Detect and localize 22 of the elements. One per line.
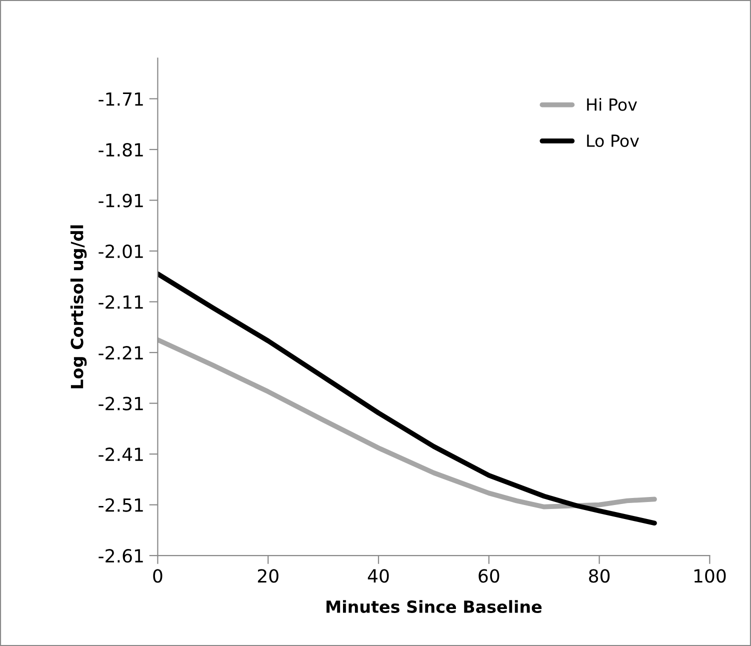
x-tick-label: 40: [368, 569, 389, 583]
line-series: [158, 337, 657, 510]
x-tick-label: 100: [694, 569, 726, 583]
x-tick-label: 60: [478, 569, 500, 583]
y-tick-label: -2.21: [98, 346, 143, 360]
x-tick-label: 80: [589, 569, 610, 583]
legend-label: Lo Pov: [587, 134, 639, 148]
y-tick-label: -2.41: [98, 448, 143, 461]
y-tick-label: -2.61: [98, 549, 143, 563]
y-tick-label: -2.01: [98, 244, 143, 258]
x-tick-label: 20: [258, 569, 278, 583]
y-axis-title: Log Cortisol ug/dl: [70, 225, 87, 388]
legend-label: Hi Pov: [587, 98, 637, 111]
y-tick-label: -2.51: [98, 498, 143, 512]
y-tick-label: -2.31: [98, 396, 143, 410]
line-series: [158, 271, 657, 526]
x-axis-title: Minutes Since Baseline: [326, 600, 542, 614]
y-tick-label: -1.91: [98, 194, 143, 208]
x-tick-label: 0: [153, 569, 162, 583]
y-tick-label: -1.81: [98, 142, 143, 157]
y-tick-label: -1.71: [98, 92, 143, 106]
y-tick-label: -2.11: [98, 295, 143, 309]
